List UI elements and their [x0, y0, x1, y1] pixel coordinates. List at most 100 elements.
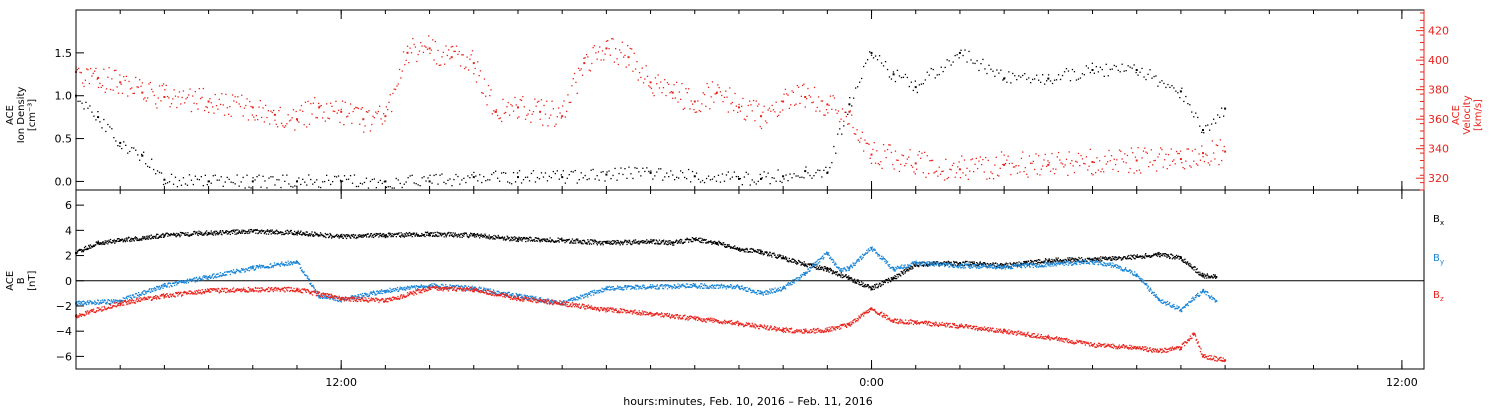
velocity-series-sample: [356, 107, 358, 109]
by-series-sample: [358, 295, 360, 297]
by-series-sample: [711, 287, 713, 289]
bx-series-sample: [901, 271, 903, 273]
velocity-series-sample: [786, 93, 788, 95]
by-series-sample: [84, 302, 87, 304]
bx-series-sample: [355, 237, 357, 240]
bx-series-sample: [243, 230, 245, 232]
by-series-sample: [714, 284, 716, 286]
velocity-series-sample: [798, 86, 800, 88]
bx-series-sample: [517, 239, 519, 241]
bx-series-sample: [541, 240, 543, 242]
velocity-series-sample: [644, 78, 646, 80]
bx-series-sample: [109, 238, 112, 241]
ion-density-series-sample: [761, 177, 763, 179]
ion-density-series-sample: [564, 182, 566, 184]
bx-series-sample: [887, 277, 890, 280]
bx-series-sample: [444, 233, 446, 235]
velocity-series-sample: [535, 105, 537, 107]
ion-density-series-sample: [417, 184, 419, 186]
bx-series-sample: [101, 242, 104, 244]
ion-density-series-point: [561, 176, 564, 179]
bx-series-sample: [992, 262, 994, 264]
ion-density-series-sample: [520, 182, 523, 184]
bx-series-sample: [1142, 255, 1144, 257]
by-series-sample: [121, 299, 123, 302]
bx-series-sample: [472, 233, 474, 235]
bx-series-sample: [454, 233, 456, 235]
velocity-series-sample: [548, 117, 550, 119]
bx-series-sample: [1111, 256, 1113, 258]
bx-series-sample: [297, 231, 299, 233]
bx-series-sample: [1174, 258, 1176, 260]
by-series-sample: [404, 286, 406, 288]
velocity-series-sample: [894, 150, 897, 152]
bx-series-sample: [615, 242, 618, 244]
by-series-sample: [300, 267, 302, 269]
bx-series-sample: [458, 235, 461, 237]
ion-density-series-sample: [791, 177, 793, 179]
velocity-series-sample: [701, 103, 703, 105]
by-series-sample: [208, 276, 210, 278]
bx-series-sample: [436, 231, 438, 233]
by-series-sample: [330, 295, 332, 298]
by-series-sample: [564, 302, 567, 304]
velocity-series-point: [362, 118, 365, 121]
bx-series-sample: [466, 234, 468, 236]
bx-series-sample: [1201, 273, 1203, 275]
bx-series-sample: [444, 232, 446, 234]
bx-series-sample: [1000, 265, 1003, 267]
velocity-series-sample: [567, 94, 569, 96]
bx-series-sample: [392, 235, 394, 238]
velocity-series-sample: [666, 82, 669, 84]
ion-density-series-sample: [556, 170, 558, 172]
velocity-series-sample: [985, 156, 987, 159]
velocity-series-sample: [1171, 160, 1174, 162]
ion-density-series-sample: [803, 177, 805, 179]
by-series-point: [1202, 289, 1204, 292]
ion-density-series-sample: [1165, 86, 1167, 89]
ion-density-series-sample: [996, 69, 998, 71]
by-series-sample: [182, 280, 184, 282]
by-series-sample: [652, 286, 654, 289]
bx-series-sample: [614, 241, 617, 243]
by-series-sample: [109, 302, 112, 305]
bx-series-sample: [831, 273, 833, 275]
bx-series-sample: [1175, 254, 1178, 256]
by-series-sample: [394, 290, 396, 292]
velocity-series-sample: [1129, 167, 1131, 170]
bx-series-sample: [239, 231, 241, 233]
velocity-series-sample: [76, 69, 78, 71]
bx-series-sample: [1153, 253, 1155, 255]
velocity-series-sample: [693, 108, 695, 111]
velocity-series-sample: [609, 54, 611, 56]
bx-series-sample: [82, 249, 84, 251]
bx-series-sample: [976, 264, 978, 267]
velocity-series-sample: [904, 165, 906, 167]
bx-series-sample: [841, 274, 843, 276]
bx-series-sample: [768, 255, 770, 257]
by-series-sample: [221, 273, 224, 275]
bx-series-sample: [1055, 261, 1057, 263]
bx-series-sample: [260, 232, 262, 234]
bx-series-sample: [854, 282, 856, 284]
by-series-sample: [450, 285, 453, 287]
bx-series-sample: [1116, 256, 1118, 259]
bx-series-sample: [1188, 264, 1190, 266]
by-series-sample: [372, 291, 374, 293]
bx-series-sample: [749, 251, 751, 253]
velocity-series-sample: [202, 87, 204, 90]
ion-density-series-sample: [437, 183, 439, 185]
bx-series-sample: [509, 240, 511, 242]
bx-series-sample: [255, 232, 257, 234]
ion-density-series-sample: [1040, 81, 1042, 83]
bx-series-sample: [377, 233, 379, 235]
bx-series-sample: [700, 237, 702, 239]
bx-series-sample: [1104, 258, 1106, 260]
ion-density-series-sample: [367, 187, 370, 189]
by-series-sample: [572, 297, 574, 300]
by-series-sample: [621, 289, 623, 291]
by-series-sample: [280, 262, 282, 264]
velocity-series-sample: [296, 120, 299, 122]
by-series-sample: [219, 272, 221, 274]
ion-density-series-sample: [1149, 69, 1151, 71]
